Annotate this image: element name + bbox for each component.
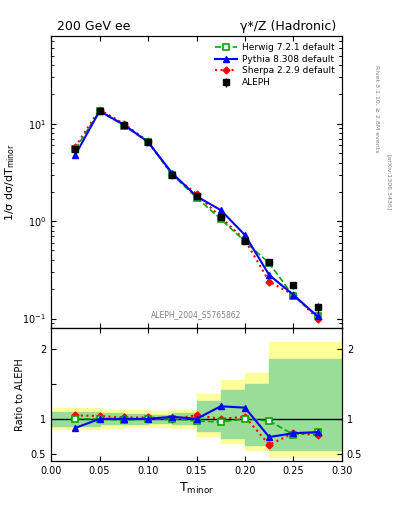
X-axis label: T$_{\mathrm{minor}}$: T$_{\mathrm{minor}}$: [179, 481, 214, 496]
Sherpa 2.2.9 default: [194, 191, 199, 197]
Sherpa 2.2.9 default: [73, 144, 78, 150]
Sherpa 2.2.9 default: [267, 279, 272, 285]
Sherpa 2.2.9 default: [242, 237, 247, 243]
Sherpa 2.2.9 default: [170, 172, 174, 178]
Sherpa 2.2.9 default: [315, 315, 320, 322]
Text: 200 GeV ee: 200 GeV ee: [57, 20, 130, 33]
Herwig 7.2.1 default: [73, 146, 78, 152]
Herwig 7.2.1 default: [267, 260, 272, 266]
Herwig 7.2.1 default: [291, 293, 296, 299]
Text: γ*/Z (Hadronic): γ*/Z (Hadronic): [240, 20, 336, 33]
Sherpa 2.2.9 default: [121, 121, 126, 127]
Herwig 7.2.1 default: [194, 195, 199, 201]
Herwig 7.2.1 default: [170, 172, 174, 178]
Pythia 8.308 default: [121, 121, 126, 127]
Pythia 8.308 default: [267, 272, 272, 278]
Line: Sherpa 2.2.9 default: Sherpa 2.2.9 default: [73, 107, 320, 321]
Herwig 7.2.1 default: [97, 108, 102, 114]
Text: ALEPH_2004_S5765862: ALEPH_2004_S5765862: [151, 310, 242, 319]
Line: Pythia 8.308 default: Pythia 8.308 default: [73, 109, 320, 319]
Herwig 7.2.1 default: [121, 122, 126, 129]
Pythia 8.308 default: [194, 193, 199, 199]
Pythia 8.308 default: [219, 207, 223, 213]
Herwig 7.2.1 default: [242, 238, 247, 244]
Pythia 8.308 default: [97, 108, 102, 114]
Pythia 8.308 default: [146, 139, 151, 145]
Y-axis label: Ratio to ALEPH: Ratio to ALEPH: [15, 358, 25, 431]
Sherpa 2.2.9 default: [291, 292, 296, 298]
Herwig 7.2.1 default: [146, 139, 151, 145]
Text: [arXiv:1306.3436]: [arXiv:1306.3436]: [386, 154, 391, 210]
Legend: Herwig 7.2.1 default, Pythia 8.308 default, Sherpa 2.2.9 default, ALEPH: Herwig 7.2.1 default, Pythia 8.308 defau…: [212, 40, 338, 90]
Pythia 8.308 default: [242, 232, 247, 238]
Pythia 8.308 default: [73, 152, 78, 158]
Pythia 8.308 default: [170, 170, 174, 177]
Pythia 8.308 default: [291, 292, 296, 298]
Pythia 8.308 default: [315, 313, 320, 319]
Line: Herwig 7.2.1 default: Herwig 7.2.1 default: [73, 109, 320, 319]
Herwig 7.2.1 default: [219, 216, 223, 222]
Text: Rivet 3.1.10, ≥ 2.8M events: Rivet 3.1.10, ≥ 2.8M events: [374, 65, 379, 153]
Y-axis label: 1/σ dσ/dT$_{\mathrm{minor}}$: 1/σ dσ/dT$_{\mathrm{minor}}$: [3, 143, 17, 221]
Herwig 7.2.1 default: [315, 313, 320, 319]
Sherpa 2.2.9 default: [146, 138, 151, 144]
Sherpa 2.2.9 default: [219, 214, 223, 220]
Sherpa 2.2.9 default: [97, 106, 102, 113]
